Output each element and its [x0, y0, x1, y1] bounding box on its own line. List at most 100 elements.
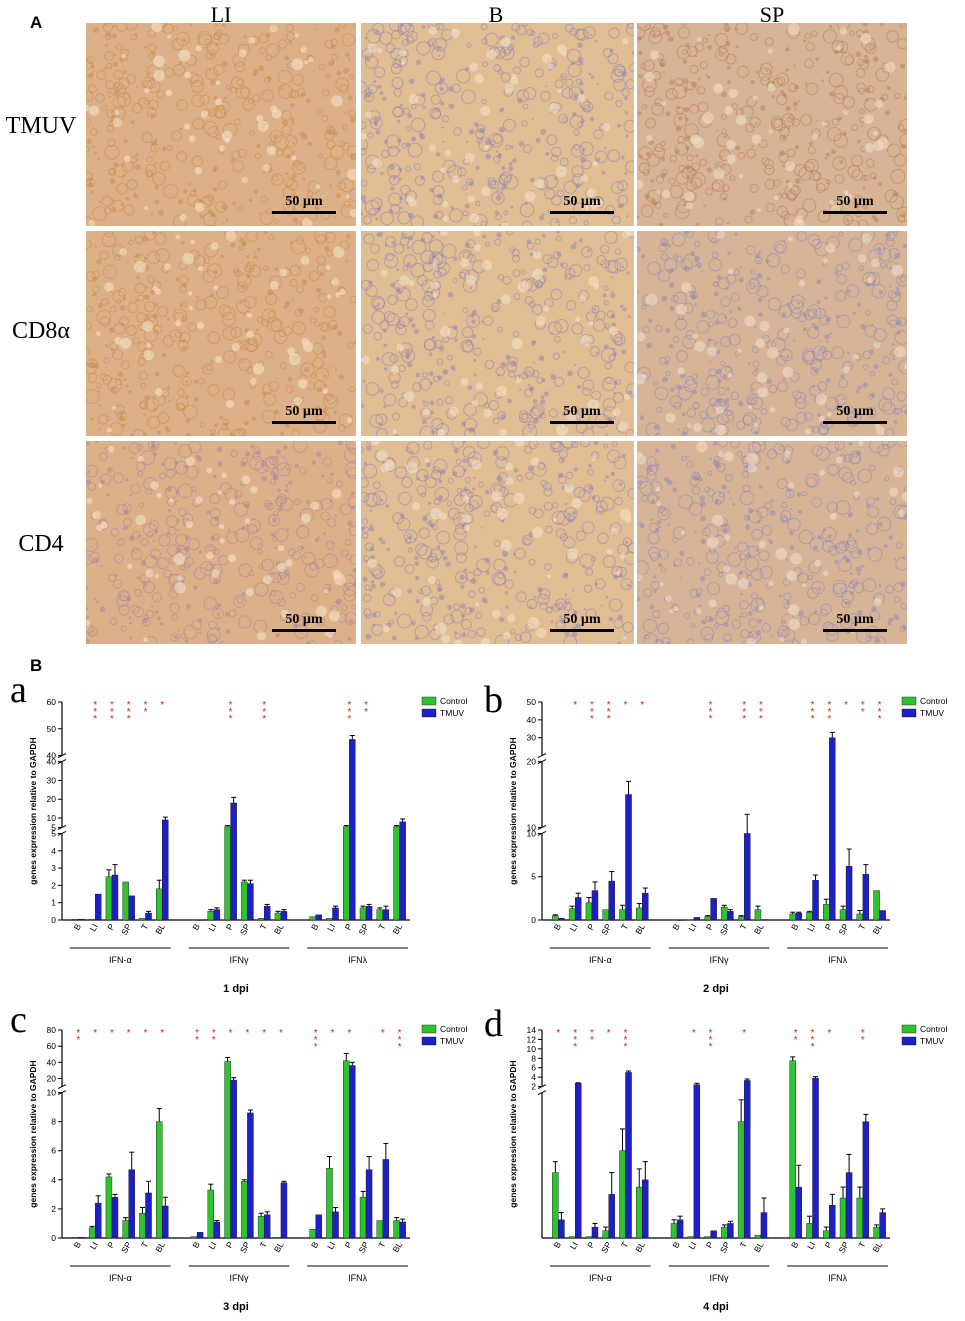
scale-bar-line [550, 421, 614, 424]
y-tick-label: 40 [47, 751, 57, 761]
bar-tmuv [230, 802, 237, 921]
significance-marker: * [556, 1028, 560, 1039]
x-tick-label: P [224, 1240, 236, 1250]
significance-marker: * [709, 1035, 713, 1046]
bar-control [72, 918, 79, 921]
bar-tmuv [94, 893, 102, 921]
bar-control [721, 906, 728, 921]
significance-marker: * [624, 1028, 628, 1039]
y-tick-label: 30 [47, 775, 57, 785]
x-tick-label: P [105, 1240, 117, 1250]
legend-label-tmuv: TMUV [440, 708, 464, 718]
y-tick-label: 1 [51, 898, 56, 908]
group-label: IFNγ [230, 1273, 249, 1283]
bar-control [721, 1226, 728, 1239]
bar-control [806, 912, 813, 921]
y-tick-label: 4 [531, 1072, 536, 1082]
significance-marker: * [144, 707, 148, 718]
x-tick-label: P [704, 922, 716, 932]
significance-marker: * [827, 714, 831, 725]
bar-control [754, 909, 762, 921]
x-tick-label: BL [870, 1240, 884, 1254]
x-tick-label: T [258, 1240, 269, 1250]
scale-bar: 50 µm [272, 404, 336, 424]
group-label: IFN-α [109, 1273, 132, 1283]
bar-control [823, 904, 830, 921]
bar-tmuv [145, 1192, 152, 1239]
x-tick-label: SP [718, 1240, 732, 1255]
bar-tmuv [128, 895, 135, 921]
x-tick-label: P [823, 922, 835, 932]
significance-marker: * [742, 1028, 746, 1039]
x-tick-label: BL [272, 1240, 286, 1254]
bar-tmuv [94, 1202, 102, 1239]
bar-control [274, 912, 282, 921]
bar-control [257, 918, 265, 921]
bar-control [274, 1237, 282, 1239]
bar-tmuv [693, 917, 701, 921]
bar-tmuv [829, 737, 836, 921]
x-tick-label: LI [805, 922, 817, 933]
significance-marker: * [861, 1028, 865, 1039]
bar-control [72, 1237, 79, 1239]
x-tick-label: LI [568, 1240, 580, 1251]
significance-marker: * [93, 700, 97, 711]
x-tick-label: BL [390, 922, 404, 936]
bar-control [823, 1230, 830, 1239]
significance-marker: * [878, 714, 882, 725]
y-tick-label: 5 [531, 872, 536, 882]
x-tick-label: T [856, 1240, 867, 1250]
chart-title: 4 dpi [703, 1301, 729, 1313]
significance-marker: * [607, 700, 611, 711]
y-tick-label: 10 [527, 828, 537, 838]
x-tick-label: T [139, 1240, 150, 1250]
significance-marker: * [381, 1028, 385, 1039]
group-label: IFNλ [348, 1273, 367, 1283]
x-tick-label: SP [119, 922, 133, 937]
x-tick-label: B [789, 922, 801, 932]
bar-control [670, 1223, 678, 1239]
y-tick-label: 60 [47, 697, 57, 707]
panel-b-label: B [30, 656, 43, 675]
bar-tmuv [676, 1219, 684, 1239]
significance-marker: * [844, 700, 848, 711]
x-tick-label: B [670, 922, 682, 932]
significance-marker: * [195, 1035, 199, 1046]
x-tick-label: SP [238, 1240, 252, 1255]
x-tick-label: LI [686, 1240, 698, 1251]
bar-tmuv [727, 911, 734, 921]
bar-tmuv [608, 1194, 615, 1239]
bar-tmuv [591, 1226, 599, 1239]
bar-tmuv [608, 880, 615, 921]
y-axis-label: genes expression relative to GAPDH [28, 1060, 38, 1207]
significance-marker: * [127, 714, 131, 725]
significance-marker: * [262, 1028, 266, 1039]
x-tick-label: T [856, 922, 867, 932]
legend-label-tmuv: TMUV [920, 708, 944, 718]
bar-control [326, 918, 333, 921]
significance-marker: * [692, 1028, 696, 1039]
bar-tmuv [162, 819, 169, 921]
bar-control [393, 826, 400, 921]
bar-tmuv [196, 1231, 204, 1239]
legend-swatch-control [421, 1024, 437, 1034]
x-tick-label: SP [119, 1240, 133, 1255]
x-tick-label: LI [568, 922, 580, 933]
bar-control [737, 916, 745, 921]
x-tick-label: T [738, 922, 749, 932]
y-tick-label: 20 [47, 1073, 57, 1083]
x-tick-label: SP [836, 922, 850, 937]
micrograph-tmuv-b: 50 µm [361, 23, 634, 226]
scale-bar-label: 50 µm [285, 612, 323, 627]
significance-marker: * [314, 1035, 318, 1046]
bar-control [602, 1230, 609, 1239]
significance-marker: * [398, 1028, 402, 1039]
legend-swatch-control [421, 696, 437, 706]
bar-tmuv [280, 1182, 288, 1239]
y-tick-label: 40 [527, 715, 537, 725]
bar-control [105, 876, 113, 921]
bar-tmuv [263, 1214, 271, 1239]
x-tick-label: B [72, 1240, 84, 1250]
legend-swatch-tmuv [901, 1036, 917, 1046]
x-tick-label: SP [238, 922, 252, 937]
